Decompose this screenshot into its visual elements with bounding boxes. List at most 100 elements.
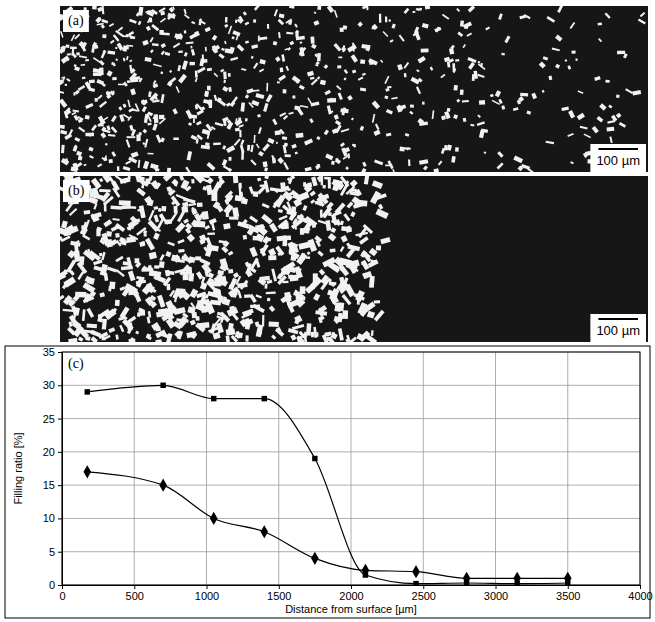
particle bbox=[264, 176, 269, 179]
particle bbox=[87, 277, 95, 285]
particle bbox=[472, 74, 475, 81]
particle bbox=[364, 176, 369, 185]
particle bbox=[479, 100, 485, 105]
particle bbox=[119, 237, 126, 244]
particle bbox=[325, 154, 333, 161]
particle bbox=[299, 85, 305, 90]
particle bbox=[232, 30, 240, 36]
particle bbox=[287, 177, 293, 182]
particle bbox=[347, 201, 354, 208]
particle bbox=[609, 136, 612, 143]
particle bbox=[67, 260, 76, 272]
particle bbox=[417, 56, 425, 63]
y-tick-label: 35 bbox=[43, 346, 55, 358]
particle bbox=[74, 307, 80, 316]
particle bbox=[142, 129, 147, 134]
particle bbox=[155, 339, 162, 342]
particle bbox=[211, 126, 216, 130]
particle bbox=[109, 159, 113, 163]
particle bbox=[351, 196, 361, 206]
particle bbox=[180, 180, 189, 190]
particle bbox=[388, 19, 391, 22]
particle bbox=[166, 318, 176, 329]
particle bbox=[147, 17, 151, 23]
particle bbox=[71, 34, 76, 41]
particle bbox=[129, 65, 133, 74]
particle bbox=[409, 111, 413, 115]
particle bbox=[151, 180, 160, 189]
particle bbox=[201, 263, 212, 274]
particle bbox=[112, 218, 119, 221]
particle bbox=[365, 48, 370, 52]
particle bbox=[223, 296, 227, 300]
x-tick-mark bbox=[351, 585, 352, 589]
particle bbox=[60, 46, 64, 50]
particle bbox=[83, 329, 86, 332]
particle bbox=[198, 322, 209, 329]
y-tick-label: 30 bbox=[43, 379, 55, 391]
particle bbox=[278, 209, 283, 213]
particle bbox=[286, 32, 293, 35]
particle bbox=[174, 181, 178, 186]
particle bbox=[335, 125, 341, 134]
particle bbox=[376, 245, 381, 250]
particle bbox=[564, 59, 567, 62]
y-tick-label: 10 bbox=[43, 512, 55, 524]
particle bbox=[73, 164, 79, 170]
particle bbox=[89, 155, 94, 159]
particle bbox=[371, 330, 374, 336]
particle bbox=[266, 291, 276, 294]
particle bbox=[598, 38, 602, 42]
particle bbox=[287, 188, 290, 191]
particle bbox=[211, 190, 217, 201]
x-tick: 3000 bbox=[484, 585, 508, 602]
particle bbox=[371, 26, 375, 30]
particle bbox=[344, 180, 349, 185]
particle bbox=[167, 241, 175, 246]
particle bbox=[568, 110, 575, 118]
particle bbox=[98, 332, 108, 339]
x-tick-mark bbox=[496, 585, 497, 589]
particle bbox=[263, 103, 268, 112]
particle bbox=[468, 62, 475, 70]
particle bbox=[102, 319, 107, 330]
particle bbox=[370, 259, 375, 264]
particle bbox=[279, 112, 286, 117]
particle bbox=[101, 50, 107, 58]
particle bbox=[115, 47, 118, 50]
particle bbox=[74, 66, 80, 71]
x-tick: 2500 bbox=[412, 585, 436, 602]
particle bbox=[410, 77, 419, 85]
particle bbox=[218, 53, 224, 59]
particle bbox=[281, 54, 285, 61]
particle bbox=[61, 55, 70, 63]
particle bbox=[104, 155, 107, 159]
particle bbox=[127, 100, 130, 108]
particle bbox=[99, 101, 107, 108]
particle bbox=[298, 241, 312, 249]
particle bbox=[404, 62, 410, 69]
particle bbox=[78, 118, 83, 123]
particle bbox=[302, 205, 307, 211]
particle bbox=[303, 182, 306, 187]
particle bbox=[201, 295, 207, 302]
particle bbox=[275, 56, 281, 62]
particle bbox=[60, 31, 64, 38]
particle bbox=[555, 64, 560, 69]
particle bbox=[222, 86, 228, 92]
particle bbox=[153, 206, 158, 210]
particle bbox=[331, 227, 337, 233]
particle bbox=[325, 220, 331, 231]
particle bbox=[61, 46, 66, 53]
particle bbox=[224, 196, 232, 204]
particle bbox=[261, 214, 273, 225]
particle bbox=[223, 223, 231, 230]
grid-line-x bbox=[495, 352, 496, 585]
particle bbox=[97, 7, 102, 12]
particle bbox=[324, 129, 329, 135]
particle bbox=[334, 302, 341, 311]
particle bbox=[129, 59, 132, 62]
particle bbox=[316, 197, 324, 207]
particle bbox=[351, 117, 354, 120]
particle bbox=[255, 93, 264, 99]
